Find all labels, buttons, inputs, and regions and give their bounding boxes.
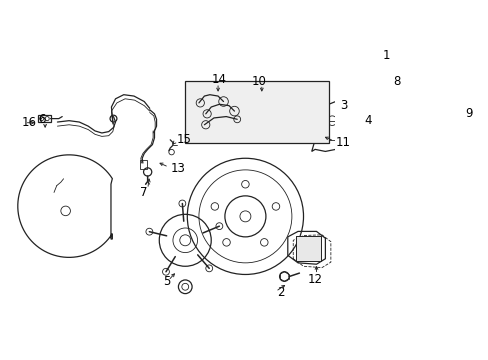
Text: 3: 3 (340, 99, 347, 112)
Text: 12: 12 (307, 273, 322, 286)
Text: 5: 5 (163, 275, 170, 288)
Text: 13: 13 (170, 162, 185, 175)
Text: 8: 8 (393, 75, 400, 87)
Text: 16: 16 (21, 116, 36, 129)
Bar (374, 81, 452, 143)
Text: 2: 2 (276, 287, 284, 300)
Text: 4: 4 (364, 114, 371, 127)
Text: 11: 11 (335, 136, 350, 149)
Bar (140, 160, 147, 168)
Bar (185, 81, 328, 143)
Bar (38, 115, 50, 122)
Text: 15: 15 (177, 133, 191, 146)
Text: 9: 9 (465, 107, 472, 120)
Bar (295, 235, 320, 261)
Text: 6: 6 (38, 113, 45, 126)
Text: 14: 14 (211, 73, 226, 86)
Bar (348, 81, 488, 261)
Text: 1: 1 (382, 49, 389, 62)
Bar (295, 235, 320, 261)
Text: 7: 7 (140, 186, 148, 199)
Text: 10: 10 (251, 75, 266, 87)
